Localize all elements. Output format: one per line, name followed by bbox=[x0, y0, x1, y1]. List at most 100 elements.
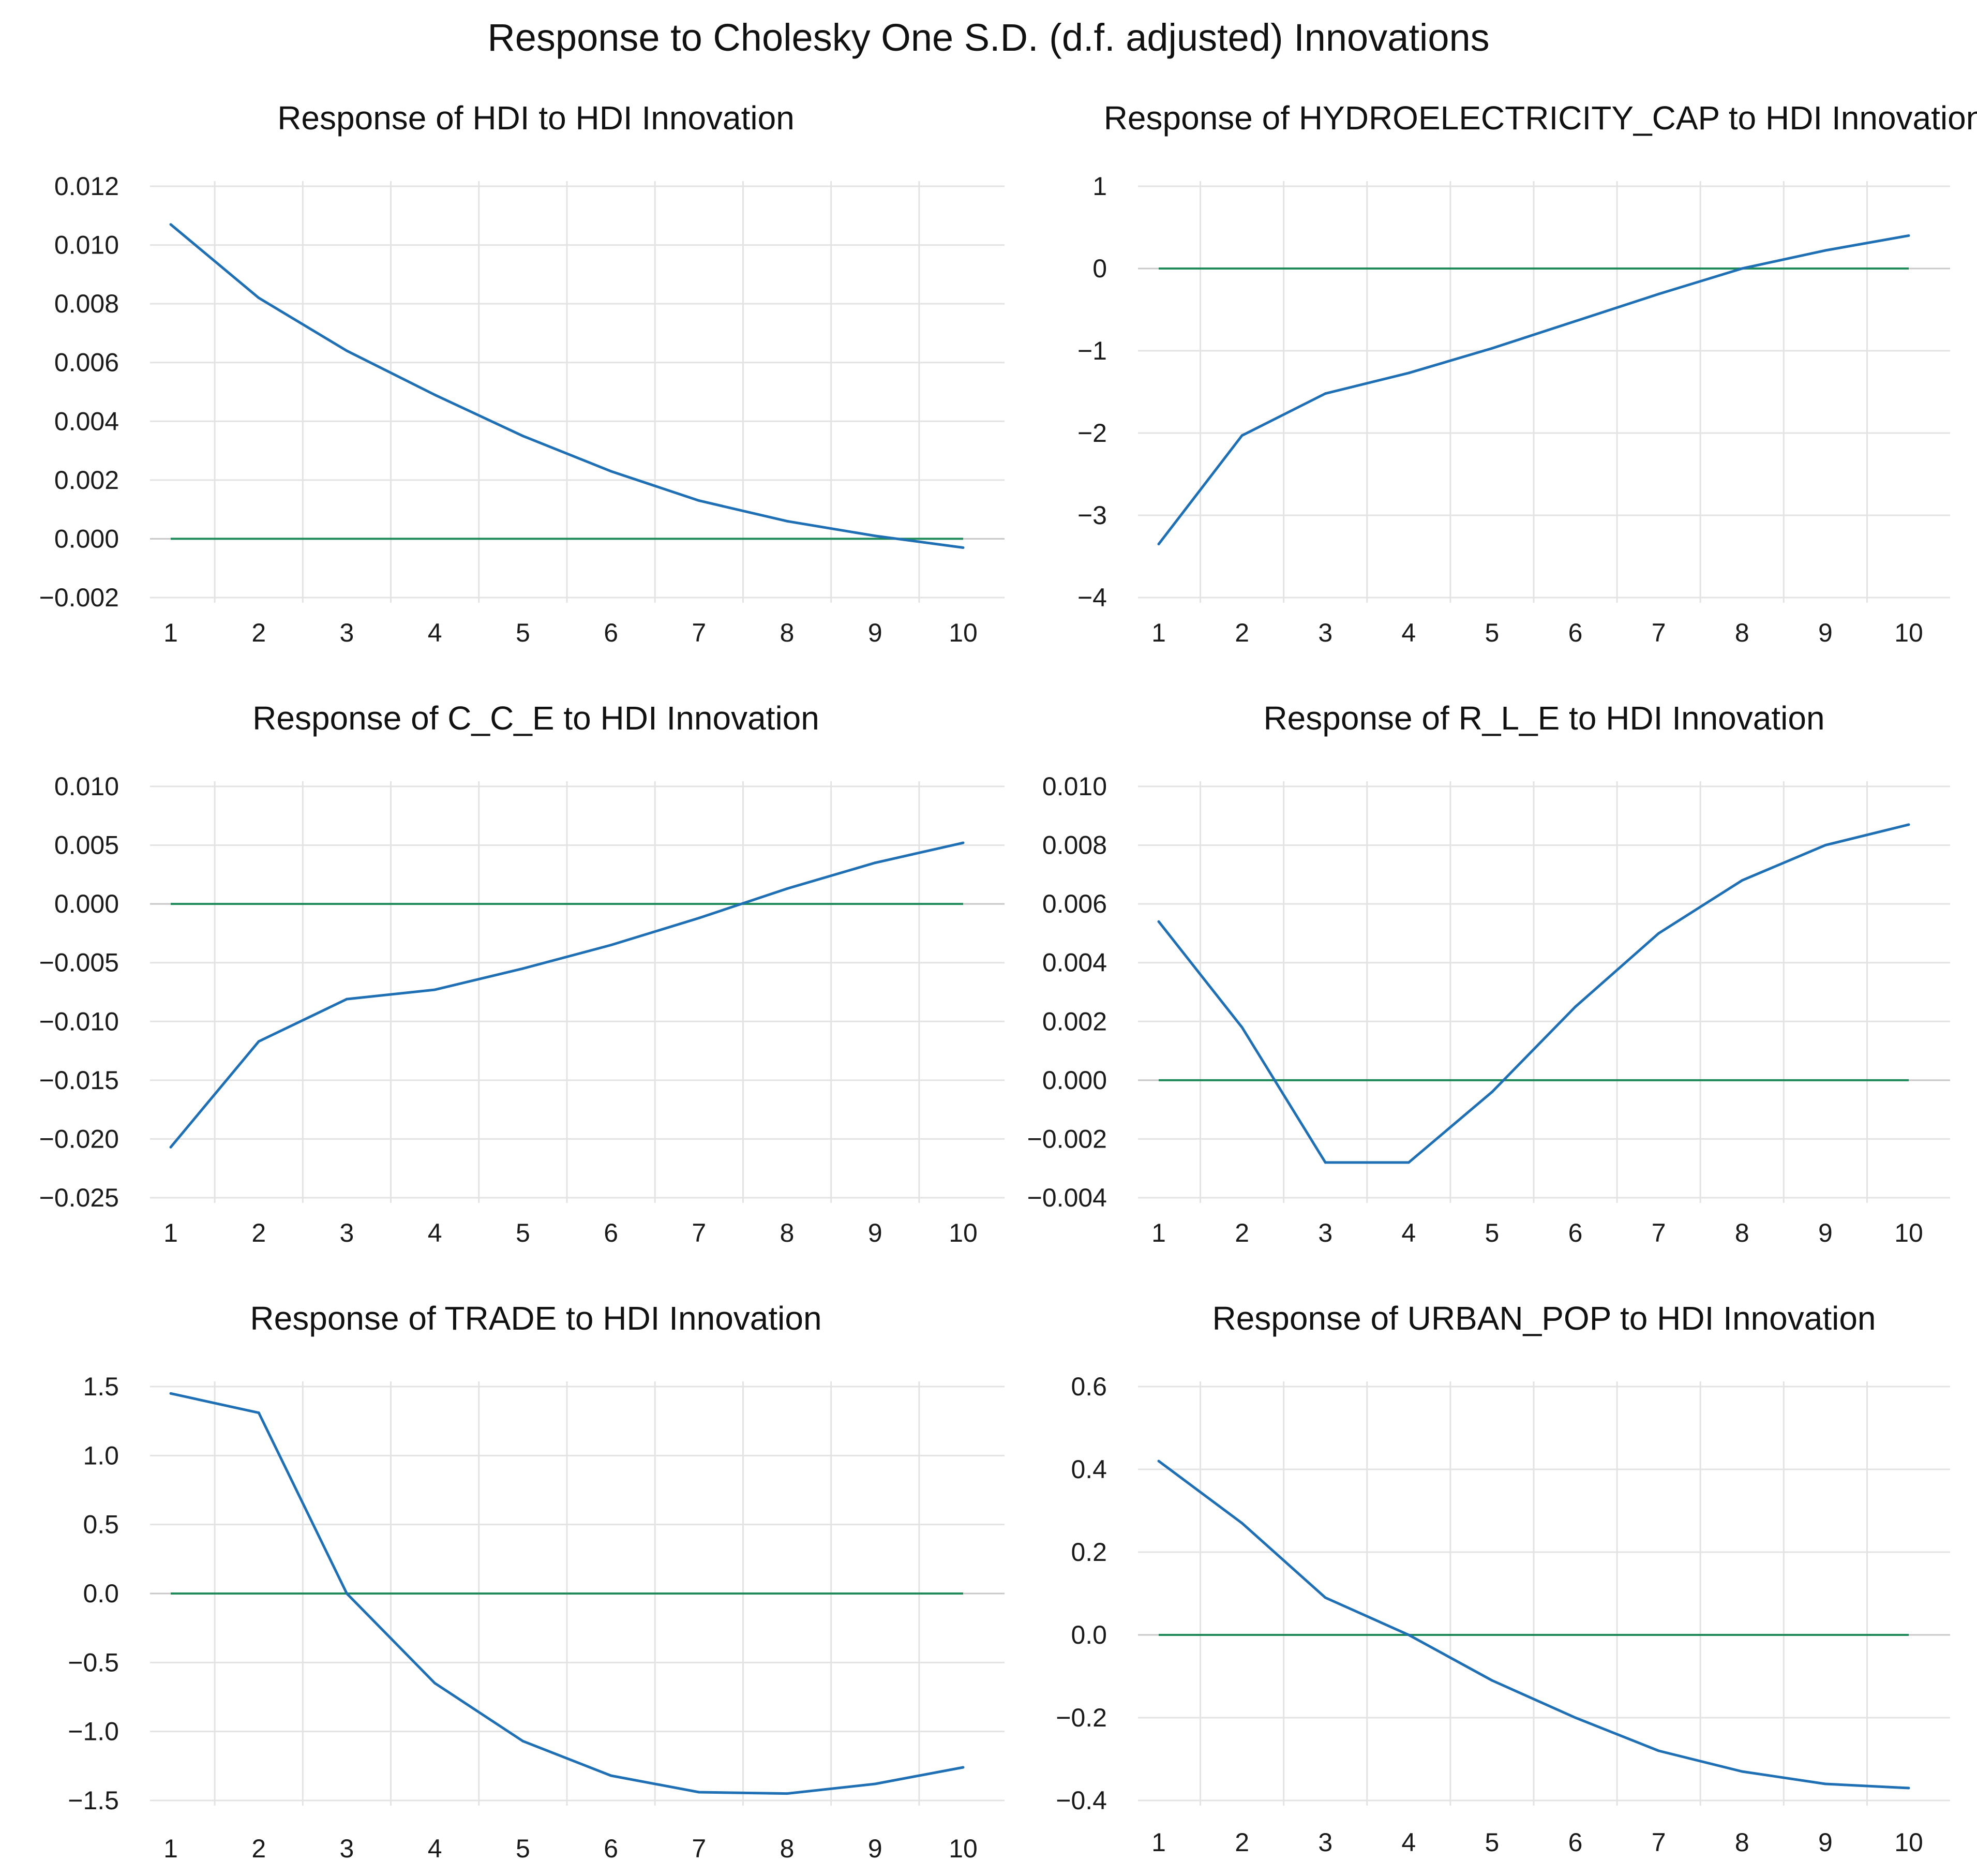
data-point bbox=[1157, 543, 1160, 546]
y-tick-label: 0.008 bbox=[54, 289, 119, 318]
x-tick-label: 3 bbox=[340, 1834, 354, 1863]
data-point bbox=[1574, 1005, 1577, 1008]
panel-title: Response of R_L_E to HDI Innovation bbox=[1263, 699, 1824, 737]
data-point bbox=[521, 967, 525, 970]
data-point bbox=[874, 861, 877, 865]
data-point bbox=[345, 349, 348, 352]
data-point bbox=[1907, 234, 1910, 237]
data-point bbox=[1240, 434, 1244, 437]
data-point bbox=[433, 1681, 437, 1685]
x-tick-label: 10 bbox=[1894, 1828, 1923, 1857]
data-point bbox=[1574, 320, 1577, 323]
x-tick-label: 9 bbox=[868, 618, 882, 647]
data-point bbox=[1657, 932, 1660, 935]
y-tick-label: 0.002 bbox=[54, 466, 119, 495]
x-tick-label: 6 bbox=[1568, 1828, 1583, 1857]
x-tick-label: 8 bbox=[1735, 1828, 1749, 1857]
panel-title: Response of HDI to HDI Innovation bbox=[277, 99, 795, 137]
data-point bbox=[786, 887, 789, 890]
data-point bbox=[169, 1392, 172, 1395]
data-point bbox=[1824, 844, 1827, 847]
panel-1: Response of HDI to HDI Innovation 0.012 0.… bbox=[39, 99, 1005, 647]
x-tick-label: 5 bbox=[1485, 1828, 1500, 1857]
impulse-response-line bbox=[170, 223, 964, 549]
x-tick-label: 7 bbox=[692, 1218, 706, 1247]
x-tick-label: 8 bbox=[780, 1218, 795, 1247]
y-tick-label: 0.5 bbox=[83, 1510, 119, 1539]
x-tick-label: 10 bbox=[949, 1218, 978, 1247]
x-tick-label: 2 bbox=[1235, 618, 1249, 647]
x-tick-label: 8 bbox=[780, 1834, 795, 1863]
x-tick-label: 10 bbox=[949, 1834, 978, 1863]
y-tick-label: −0.4 bbox=[1056, 1786, 1107, 1815]
data-point bbox=[1741, 267, 1744, 270]
data-point bbox=[1324, 392, 1327, 395]
x-tick-label: 4 bbox=[428, 618, 442, 647]
y-tick-label: −2 bbox=[1077, 419, 1107, 448]
panel-2: Response of HYDROELECTRICITY_CAP to HDI … bbox=[1077, 99, 1977, 647]
x-tick-label: 8 bbox=[1735, 1218, 1749, 1247]
data-point bbox=[1574, 1716, 1577, 1719]
x-tick-label: 4 bbox=[1401, 1218, 1416, 1247]
data-point bbox=[1490, 1679, 1493, 1682]
data-point bbox=[1824, 1782, 1827, 1785]
x-tick-label: 5 bbox=[1485, 1218, 1500, 1247]
panel-4: Response of R_L_E to HDI Innovation 0.010… bbox=[1027, 699, 1950, 1247]
y-tick-label: −4 bbox=[1077, 583, 1107, 612]
impulse-response-line bbox=[1158, 823, 1909, 1164]
x-tick-label: 4 bbox=[1401, 618, 1416, 647]
data-point bbox=[962, 841, 965, 844]
data-point bbox=[697, 916, 700, 919]
y-tick-label: −1 bbox=[1077, 336, 1107, 365]
x-tick-label: 2 bbox=[251, 618, 266, 647]
x-tick-label: 6 bbox=[604, 1834, 618, 1863]
x-tick-label: 7 bbox=[1652, 618, 1666, 647]
x-tick-label: 3 bbox=[1318, 1828, 1332, 1857]
x-tick-label: 6 bbox=[1568, 618, 1583, 647]
data-point bbox=[169, 1145, 172, 1149]
y-tick-label: 0.006 bbox=[54, 348, 119, 377]
figure-title: Response to Cholesky One S.D. (d.f. adju… bbox=[487, 16, 1489, 59]
x-tick-label: 10 bbox=[1894, 1218, 1923, 1247]
y-tick-label: 0.004 bbox=[1042, 948, 1107, 977]
data-point bbox=[874, 1782, 877, 1785]
x-tick-label: 7 bbox=[692, 618, 706, 647]
data-point bbox=[345, 997, 348, 1001]
data-point bbox=[1657, 292, 1660, 295]
data-point bbox=[1490, 347, 1493, 350]
x-tick-label: 1 bbox=[163, 1218, 178, 1247]
x-tick-label: 2 bbox=[251, 1834, 266, 1863]
data-point bbox=[521, 1739, 525, 1743]
x-tick-label: 9 bbox=[1818, 618, 1833, 647]
data-point bbox=[874, 534, 877, 538]
panels-layer: Response of HDI to HDI Innovation0.0120.… bbox=[39, 99, 1977, 1863]
panel-5: Response of TRADE to HDI Innovation 1.5 1.… bbox=[68, 1300, 1005, 1863]
y-tick-label: 0.006 bbox=[1042, 889, 1107, 918]
data-point bbox=[962, 546, 965, 549]
y-tick-label: 0.6 bbox=[1071, 1372, 1107, 1401]
x-tick-label: 6 bbox=[604, 1218, 618, 1247]
data-point bbox=[1407, 1633, 1410, 1636]
x-tick-label: 2 bbox=[1235, 1828, 1249, 1857]
data-point bbox=[257, 1040, 260, 1043]
y-tick-label: 0 bbox=[1092, 254, 1107, 283]
data-point bbox=[786, 519, 789, 523]
panel-3: Response of C_C_E to HDI Innovation 0.010… bbox=[39, 699, 1005, 1247]
x-tick-label: 9 bbox=[1818, 1218, 1833, 1247]
panel-6: Response of URBAN_POP to HDI Innovation 0… bbox=[1056, 1300, 1950, 1857]
panel-title: Response of C_C_E to HDI Innovation bbox=[252, 699, 819, 737]
impulse-response-line bbox=[1158, 234, 1909, 545]
y-tick-label: 0.010 bbox=[54, 231, 119, 260]
data-point bbox=[1324, 1161, 1327, 1164]
x-tick-label: 9 bbox=[868, 1218, 882, 1247]
x-tick-label: 4 bbox=[428, 1834, 442, 1863]
data-point bbox=[1407, 371, 1410, 375]
y-tick-label: −1.5 bbox=[68, 1786, 119, 1815]
data-point bbox=[345, 1592, 348, 1595]
x-tick-label: 4 bbox=[428, 1218, 442, 1247]
data-point bbox=[1907, 1786, 1910, 1790]
y-tick-label: 0.010 bbox=[54, 772, 119, 801]
x-tick-label: 6 bbox=[604, 618, 618, 647]
impulse-response-line bbox=[170, 841, 964, 1148]
x-tick-label: 2 bbox=[251, 1218, 266, 1247]
